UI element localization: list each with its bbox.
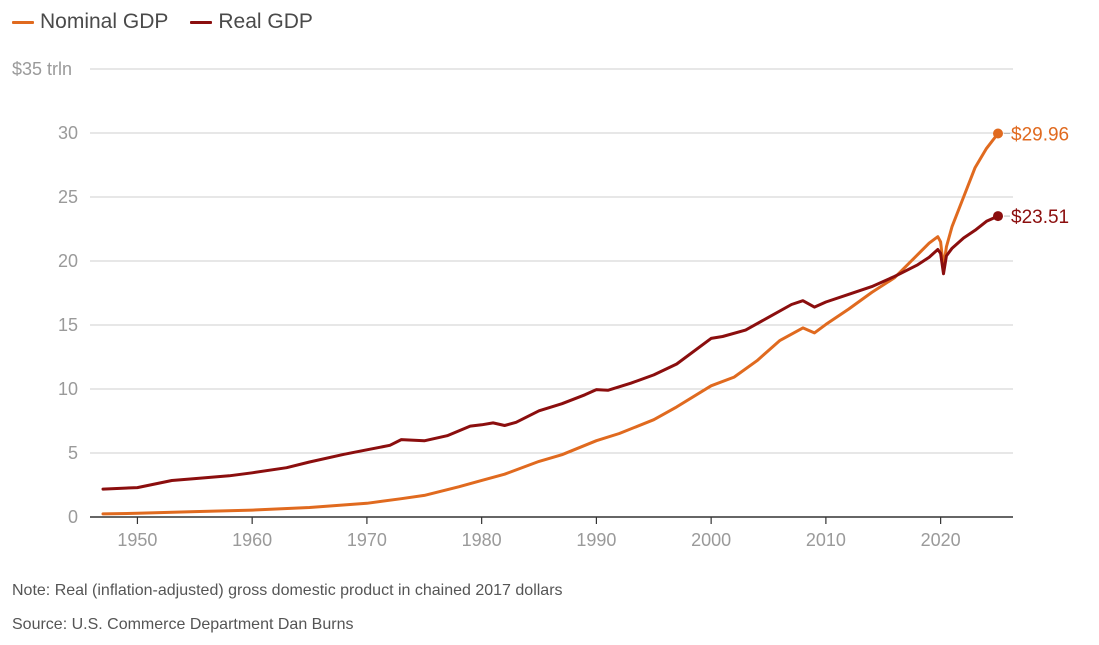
x-tick-label-2020: 2020 — [921, 530, 961, 550]
x-tick-label-1950: 1950 — [117, 530, 157, 550]
y-tick-label-35: $35 trln — [12, 59, 72, 79]
y-tick-label-5: 5 — [68, 443, 78, 463]
chart-legend: Nominal GDP Real GDP — [12, 10, 313, 34]
x-tick-label-1990: 1990 — [576, 530, 616, 550]
series-end-label-nominal-gdp: $29.96 — [1011, 125, 1069, 146]
x-tick-label-1980: 1980 — [462, 530, 502, 550]
chart-source: Source: U.S. Commerce Department Dan Bur… — [12, 616, 354, 633]
series-endpoint-real-gdp — [993, 211, 1003, 222]
series-end-label-real-gdp: $23.51 — [1011, 207, 1069, 228]
y-tick-label-30: 30 — [58, 123, 78, 143]
series-line-real-gdp — [101, 214, 1000, 491]
x-tick-label-1960: 1960 — [232, 530, 272, 550]
y-tick-label-0: 0 — [68, 507, 78, 527]
legend-item-real-gdp: Real GDP — [190, 10, 313, 34]
legend-label-nominal-gdp: Nominal GDP — [40, 10, 169, 33]
legend-item-nominal-gdp: Nominal GDP — [12, 10, 168, 34]
x-tick-label-2000: 2000 — [691, 530, 731, 550]
y-tick-label-15: 15 — [58, 315, 78, 335]
x-tick-label-1970: 1970 — [347, 530, 387, 550]
series-endpoint-nominal-gdp — [993, 128, 1003, 139]
chart-note: Note: Real (inflation-adjusted) gross do… — [12, 582, 563, 599]
y-tick-label-20: 20 — [58, 251, 78, 271]
series-line-nominal-gdp — [101, 132, 1000, 516]
x-tick-label-2010: 2010 — [806, 530, 846, 550]
legend-swatch-nominal-gdp — [12, 20, 34, 24]
legend-swatch-real-gdp — [190, 20, 213, 24]
legend-label-real-gdp: Real GDP — [218, 10, 313, 33]
y-tick-label-25: 25 — [58, 187, 78, 207]
y-tick-label-10: 10 — [58, 379, 78, 399]
